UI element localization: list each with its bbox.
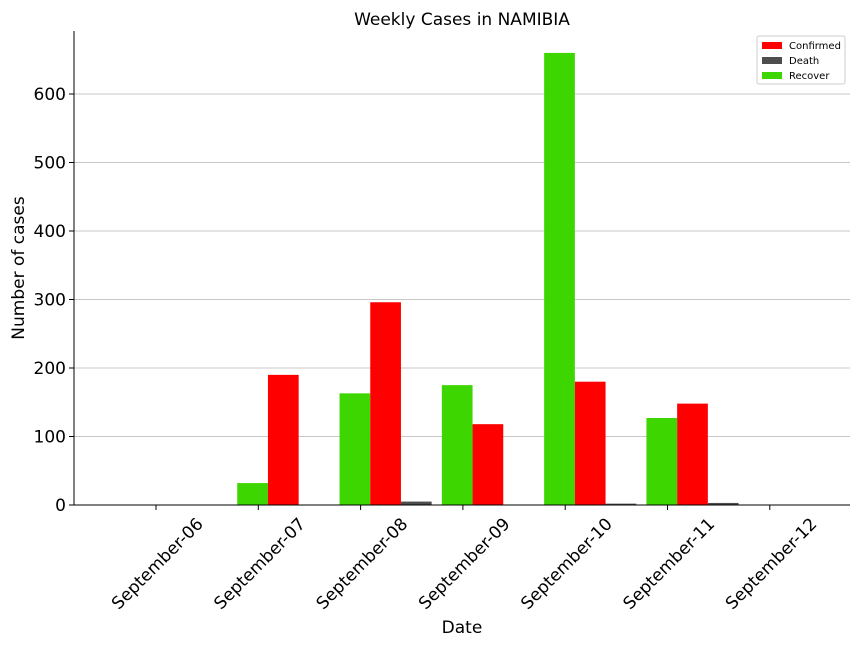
x-tick-label: September-08: [313, 514, 412, 613]
bar-confirmed: [472, 424, 504, 505]
bar-death: [605, 503, 637, 505]
y-axis-label: Number of cases: [9, 196, 29, 340]
y-tick-label: 500: [34, 154, 66, 174]
x-tick-label: September-12: [722, 514, 821, 613]
x-ticks: September-06 September-07 September-08 Sept…: [108, 505, 821, 614]
x-tick-label: September-06: [108, 514, 207, 613]
y-tick-label: 300: [34, 291, 66, 311]
y-ticks: 0 100 200 300 400 500 600: [34, 85, 74, 516]
legend: Confirmed Death Recover: [756, 35, 846, 85]
gridlines: [74, 93, 850, 438]
x-tick-label: September-09: [415, 514, 514, 613]
legend-swatch-confirmed: [762, 42, 782, 49]
bar-recover: [646, 418, 678, 505]
y-tick-label: 600: [34, 85, 66, 105]
y-tick-label: 400: [34, 222, 66, 242]
bar-confirmed: [574, 381, 606, 505]
bar-recover: [237, 483, 268, 505]
axes: [73, 31, 850, 506]
bar-recover: [544, 52, 575, 506]
legend-label-confirmed: Confirmed: [789, 41, 841, 52]
legend-swatch-recover: [762, 72, 782, 79]
x-tick-label: September-07: [210, 514, 309, 613]
x-tick-label: September-11: [620, 514, 719, 613]
bar-confirmed: [370, 302, 401, 505]
y-tick-label: 200: [34, 359, 66, 379]
bar-death: [400, 501, 432, 505]
x-axis-label: Date: [442, 618, 483, 638]
x-tick-label: September-10: [517, 514, 616, 613]
bar-confirmed: [677, 403, 708, 505]
bar-confirmed: [267, 374, 299, 505]
bar-recover: [441, 385, 473, 505]
legend-label-death: Death: [789, 56, 819, 67]
bar-recover: [339, 393, 371, 505]
bars: [237, 52, 739, 506]
bar-death: [707, 502, 739, 505]
y-tick-label: 0: [55, 496, 66, 516]
chart-title: Weekly Cases in NAMIBIA: [354, 10, 570, 30]
y-tick-label: 100: [34, 428, 66, 448]
legend-swatch-death: [762, 57, 782, 64]
legend-label-recover: Recover: [789, 71, 830, 82]
